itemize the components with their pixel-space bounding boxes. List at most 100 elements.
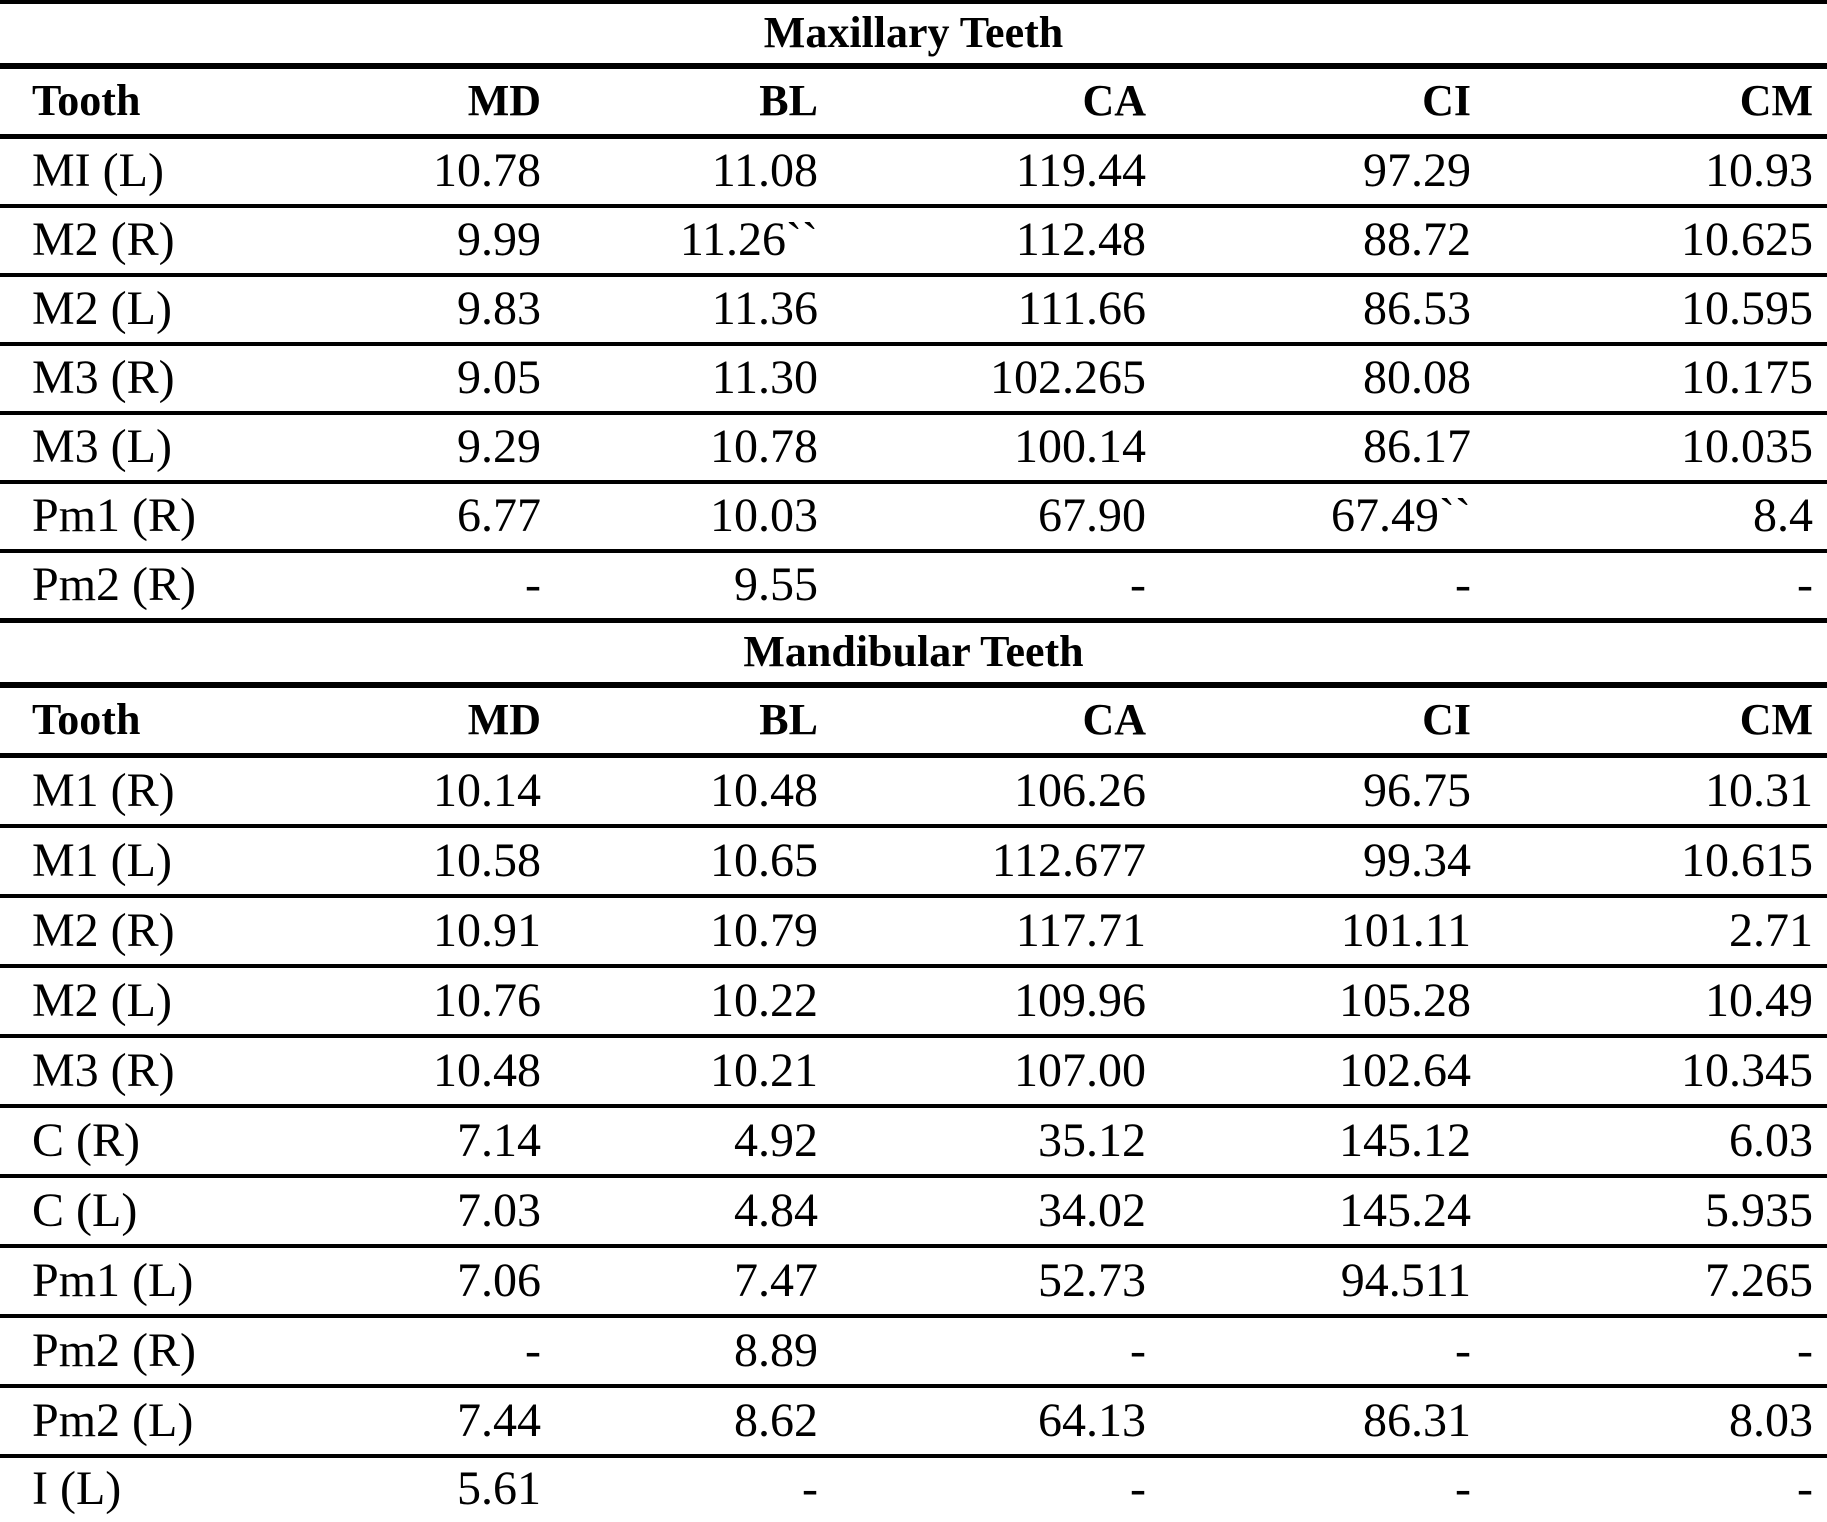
- tooth-label: M2 (R): [0, 896, 380, 968]
- value-cell: 102.265: [832, 344, 1160, 415]
- value-cell: 10.76: [380, 966, 555, 1038]
- value-cell: 88.72: [1160, 206, 1485, 277]
- table-row: Pm2 (R) -9.55- - -: [0, 551, 1827, 623]
- value-cell: 99.34: [1160, 826, 1485, 898]
- value-cell: 10.035: [1485, 413, 1827, 484]
- value-cell: 6.77: [380, 482, 555, 553]
- column-header-md: MD: [380, 66, 555, 139]
- maxillary-section: Maxillary Teeth Tooth MD BL CA CI CM MI …: [0, 2, 1827, 623]
- value-cell: 10.49: [1485, 966, 1827, 1038]
- value-cell: 4.84: [555, 1176, 832, 1248]
- value-cell: 64.13: [832, 1386, 1160, 1458]
- value-cell: 106.26: [832, 755, 1160, 828]
- value-cell: -: [380, 1316, 555, 1388]
- value-cell: 11.36: [555, 275, 832, 346]
- tooth-label: C (R): [0, 1106, 380, 1178]
- value-cell: 11.26``: [555, 206, 832, 277]
- tooth-label: C (L): [0, 1176, 380, 1248]
- value-cell: 9.99: [380, 206, 555, 277]
- value-cell: 10.48: [555, 755, 832, 828]
- value-cell: 7.44: [380, 1386, 555, 1458]
- value-cell: 8.62: [555, 1386, 832, 1458]
- tooth-label: M1 (L): [0, 826, 380, 898]
- value-cell: 112.677: [832, 826, 1160, 898]
- value-cell: 10.78: [380, 136, 555, 208]
- value-cell: 10.58: [380, 826, 555, 898]
- value-cell: 10.625: [1485, 206, 1827, 277]
- table-row: M1 (L) 10.58 10.65 112.677 99.34 10.615: [0, 826, 1827, 898]
- value-cell: 100.14: [832, 413, 1160, 484]
- value-cell: 109.96: [832, 966, 1160, 1038]
- tooth-label: Pm2 (R): [0, 1316, 380, 1388]
- value-cell: 119.44: [832, 136, 1160, 208]
- value-cell: 86.53: [1160, 275, 1485, 346]
- value-cell: -: [1160, 1316, 1485, 1388]
- value-cell: 10.22: [555, 966, 832, 1038]
- value-cell: 10.595: [1485, 275, 1827, 346]
- value-cell: 96.75: [1160, 755, 1485, 828]
- value-cell: 10.14: [380, 755, 555, 828]
- value-cell: 7.03: [380, 1176, 555, 1248]
- column-header-ca: CA: [832, 685, 1160, 758]
- value-cell: 86.31: [1160, 1386, 1485, 1458]
- value-cell: 35.12: [832, 1106, 1160, 1178]
- section-title-row: Mandibular Teeth: [0, 620, 1827, 688]
- value-cell: 7.47: [555, 1246, 832, 1318]
- value-cell: 5.935: [1485, 1176, 1827, 1248]
- value-cell: 9.55: [555, 551, 832, 623]
- tooth-label: M2 (R): [0, 206, 380, 277]
- table-row: M2 (L) 9.83 11.36 111.66 86.53 10.595: [0, 275, 1827, 346]
- section-title: Mandibular Teeth: [0, 620, 1827, 688]
- value-cell: 102.64: [1160, 1036, 1485, 1108]
- column-header-bl: BL: [555, 66, 832, 139]
- value-cell: 94.511: [1160, 1246, 1485, 1318]
- value-cell: 7.06: [380, 1246, 555, 1318]
- value-cell: -: [832, 551, 1160, 623]
- value-cell: 10.79: [555, 896, 832, 968]
- value-cell: 145.12: [1160, 1106, 1485, 1178]
- column-header-cm: CM: [1485, 685, 1827, 758]
- value-cell: -: [1485, 1456, 1827, 1522]
- tooth-label: Pm2 (L): [0, 1386, 380, 1458]
- value-cell: 80.08: [1160, 344, 1485, 415]
- table-row: Pm2 (R) -8.89- - -: [0, 1316, 1827, 1388]
- column-header-row: Tooth MD BL CA CI CM: [0, 685, 1827, 758]
- tooth-label: M3 (R): [0, 1036, 380, 1108]
- value-cell: 9.83: [380, 275, 555, 346]
- section-title: Maxillary Teeth: [0, 2, 1827, 69]
- tooth-label: M3 (R): [0, 344, 380, 415]
- value-cell: 112.48: [832, 206, 1160, 277]
- value-cell: 11.30: [555, 344, 832, 415]
- value-cell: 8.03: [1485, 1386, 1827, 1458]
- tooth-label: M2 (L): [0, 275, 380, 346]
- value-cell: 10.65: [555, 826, 832, 898]
- column-header-tooth: Tooth: [0, 685, 380, 758]
- value-cell: 86.17: [1160, 413, 1485, 484]
- value-cell: 10.03: [555, 482, 832, 553]
- table-row: M3 (R) 10.48 10.21 107.00 102.64 10.345: [0, 1036, 1827, 1108]
- value-cell: 107.00: [832, 1036, 1160, 1108]
- value-cell: 111.66: [832, 275, 1160, 346]
- table-row: M2 (R) 9.99 11.26`` 112.48 88.72 10.625: [0, 206, 1827, 277]
- value-cell: 101.11: [1160, 896, 1485, 968]
- table-row: M1 (R) 10.14 10.48 106.26 96.75 10.31: [0, 755, 1827, 828]
- value-cell: 9.29: [380, 413, 555, 484]
- table-row: Pm1 (L) 7.06 7.47 52.73 94.511 7.265: [0, 1246, 1827, 1318]
- value-cell: -: [1160, 1456, 1485, 1522]
- tooth-label: Pm1 (L): [0, 1246, 380, 1318]
- mandibular-section: Mandibular Teeth Tooth MD BL CA CI CM M1…: [0, 620, 1827, 1522]
- value-cell: 67.49``: [1160, 482, 1485, 553]
- column-header-ca: CA: [832, 66, 1160, 139]
- column-header-tooth: Tooth: [0, 66, 380, 139]
- value-cell: 10.91: [380, 896, 555, 968]
- value-cell: 10.78: [555, 413, 832, 484]
- column-header-cm: CM: [1485, 66, 1827, 139]
- table-row: Pm1 (R) 6.77 10.03 67.90 67.49`` 8.4: [0, 482, 1827, 553]
- value-cell: 2.71: [1485, 896, 1827, 968]
- value-cell: 8.4: [1485, 482, 1827, 553]
- value-cell: 10.93: [1485, 136, 1827, 208]
- value-cell: 10.21: [555, 1036, 832, 1108]
- value-cell: 117.71: [832, 896, 1160, 968]
